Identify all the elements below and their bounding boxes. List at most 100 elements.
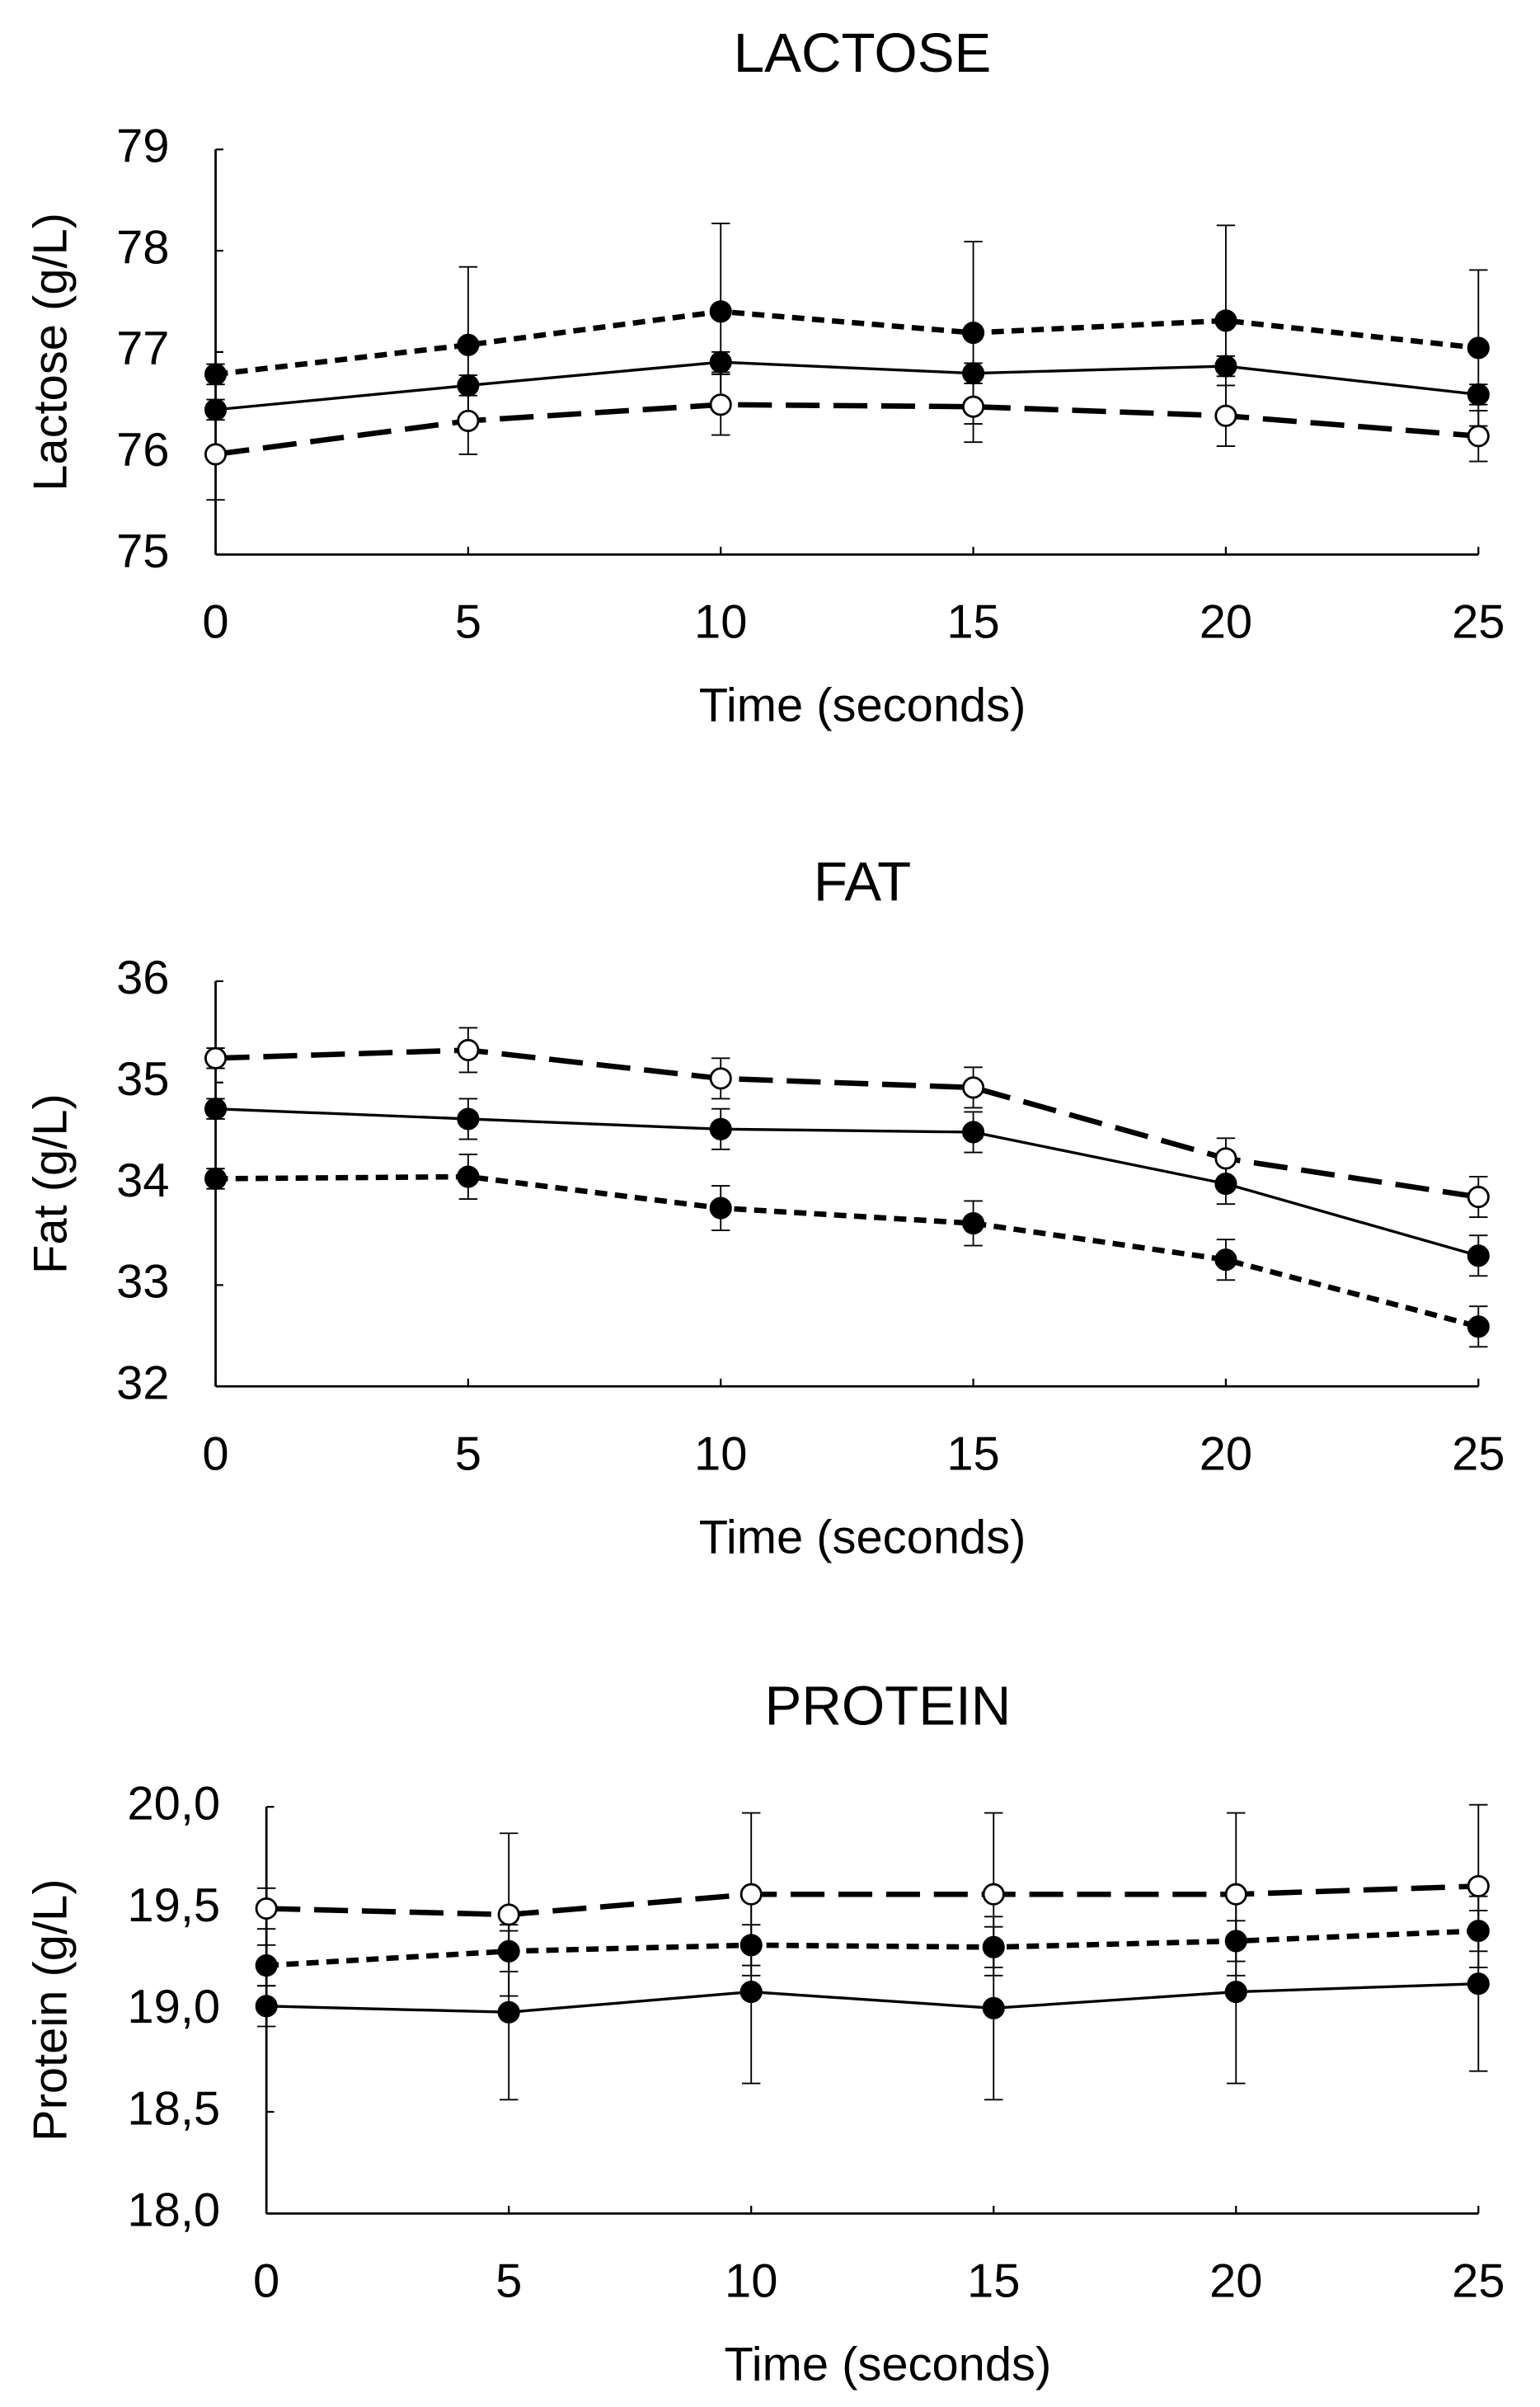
y-tick-label: 20,0 [127, 1777, 220, 1830]
marker [457, 1038, 480, 1062]
chart-title: LACTOSE [734, 22, 992, 84]
x-tick-label: 15 [946, 596, 999, 649]
x-tick-label: 5 [455, 1427, 481, 1480]
x-tick-label: 25 [1452, 596, 1505, 649]
marker [497, 1939, 520, 1963]
y-tick-label: 78 [116, 221, 169, 274]
marker [457, 333, 480, 356]
marker [709, 1117, 732, 1140]
series-line [215, 308, 1479, 378]
marker [1467, 1874, 1490, 1897]
marker [982, 1935, 1005, 1958]
x-tick-label: 5 [455, 596, 481, 649]
marker [1224, 1883, 1247, 1906]
y-tick-label: 33 [116, 1256, 169, 1309]
series-line [266, 1982, 1479, 2014]
marker [255, 1995, 278, 2018]
x-tick-label: 10 [694, 596, 747, 649]
marker [1214, 1248, 1237, 1272]
marker [1214, 1173, 1237, 1196]
marker [457, 409, 480, 432]
marker [1467, 425, 1490, 448]
y-tick-label: 76 [116, 424, 169, 477]
x-tick-label: 5 [495, 2255, 522, 2308]
marker [962, 321, 985, 345]
marker [962, 1121, 985, 1144]
marker [1224, 1930, 1247, 1953]
marker [1224, 1981, 1247, 2004]
marker [1467, 1315, 1490, 1338]
marker [1467, 1972, 1490, 1996]
series-line [215, 1047, 1479, 1200]
chart-title: PROTEIN [764, 1675, 1011, 1737]
marker [1467, 1244, 1490, 1267]
y-tick-label: 32 [116, 1357, 169, 1410]
marker [1214, 1147, 1237, 1170]
series-line [215, 360, 1479, 411]
x-tick-label: 15 [967, 2255, 1020, 2308]
marker [962, 395, 985, 418]
marker [497, 1903, 520, 1926]
marker [962, 1076, 985, 1099]
x-tick-label: 20 [1209, 2255, 1262, 2308]
y-tick-label: 18,5 [127, 2082, 220, 2135]
y-tick-label: 34 [116, 1154, 169, 1207]
y-axis-label: Fat (g/L) [25, 1093, 77, 1274]
marker [709, 1067, 732, 1090]
marker [1467, 1186, 1490, 1209]
series-line [266, 1883, 1479, 1918]
y-tick-label: 77 [116, 322, 169, 375]
x-tick-label: 20 [1200, 1427, 1252, 1480]
marker [204, 398, 228, 421]
x-tick-label: 25 [1452, 1427, 1505, 1480]
x-tick-label: 0 [253, 2255, 279, 2308]
marker [709, 1196, 732, 1220]
marker [709, 300, 732, 323]
marker [739, 1981, 763, 2004]
x-tick-label: 15 [946, 1427, 999, 1480]
x-axis-label: Time (seconds) [699, 679, 1026, 732]
marker [204, 1167, 228, 1190]
y-axis-label: Lactose (g/L) [25, 213, 77, 491]
y-tick-label: 19,5 [127, 1879, 220, 1932]
marker [457, 1165, 480, 1188]
marker [1467, 383, 1490, 406]
x-axis-label: Time (seconds) [725, 2338, 1052, 2391]
marker [709, 393, 732, 416]
marker [204, 1098, 228, 1121]
series-line [215, 1107, 1479, 1258]
y-tick-label: 35 [116, 1053, 169, 1106]
x-tick-label: 20 [1200, 596, 1252, 649]
marker [457, 374, 480, 397]
y-tick-label: 75 [116, 525, 169, 578]
y-tick-label: 18,0 [127, 2184, 220, 2237]
marker [457, 1107, 480, 1131]
marker [962, 1211, 985, 1235]
marker [497, 2000, 520, 2024]
marker [962, 362, 985, 385]
y-tick-label: 19,0 [127, 1981, 220, 2033]
x-tick-label: 0 [202, 596, 228, 649]
y-axis-label: Protein (g/L) [25, 1878, 77, 2141]
x-axis-label: Time (seconds) [699, 1511, 1026, 1563]
series-line [215, 402, 1479, 458]
marker [1214, 355, 1237, 378]
marker [739, 1934, 763, 1957]
series-line [215, 1173, 1480, 1329]
chart-title: FAT [814, 851, 911, 913]
x-tick-label: 25 [1452, 2255, 1505, 2308]
x-tick-label: 10 [694, 1427, 747, 1480]
marker [982, 1996, 1005, 2019]
marker [204, 1046, 228, 1070]
marker [1467, 336, 1490, 360]
marker [739, 1883, 763, 1906]
marker [1214, 404, 1237, 427]
marker [204, 443, 228, 466]
marker [255, 1953, 278, 1977]
marker [982, 1883, 1005, 1906]
x-tick-label: 0 [202, 1427, 228, 1480]
y-tick-label: 36 [116, 952, 169, 1004]
marker [1214, 309, 1237, 332]
